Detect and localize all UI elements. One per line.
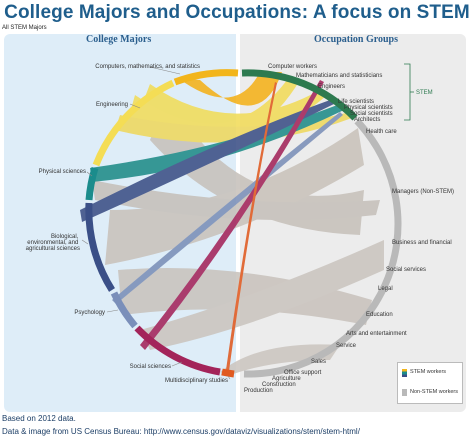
filter-label[interactable]: All STEM Majors xyxy=(2,25,47,31)
label-occ-service[interactable]: Service xyxy=(336,343,357,349)
label-bio-2: environmental, and xyxy=(27,240,78,246)
label-bio[interactable]: Biological, environmental, and agricultu… xyxy=(26,234,80,252)
ribbon-physical-physical[interactable] xyxy=(90,104,344,182)
legend-nonstem-label: Non-STEM workers xyxy=(410,389,458,395)
label-occ-agriculture[interactable]: Agriculture xyxy=(272,376,301,382)
label-occ-socialservices[interactable]: Social services xyxy=(386,267,426,273)
stem-bracket xyxy=(404,63,414,121)
label-bio-1: Biological, xyxy=(51,234,79,240)
label-physical[interactable]: Physical sciences xyxy=(39,169,86,175)
nonstem-swatch xyxy=(402,389,407,396)
label-psych[interactable]: Psychology xyxy=(74,310,105,316)
label-occ-office[interactable]: Office support xyxy=(284,370,322,376)
ribbon-multi-stem[interactable] xyxy=(226,82,277,371)
arc-nonstem-occupations[interactable] xyxy=(243,118,402,378)
label-occ-production[interactable]: Production xyxy=(244,388,273,394)
stem-bracket-label: STEM xyxy=(416,90,433,96)
footer-line-2[interactable]: Data & image from US Census Bureau: http… xyxy=(2,427,360,436)
occupation-arcs xyxy=(241,69,402,378)
label-computers[interactable]: Computers, mathematics, and statistics xyxy=(95,64,200,70)
page-title: College Majors and Occupations: A focus … xyxy=(4,2,470,23)
arc-physical[interactable] xyxy=(85,166,99,201)
label-multi[interactable]: Multidisciplinary studies xyxy=(165,378,228,384)
arc-multi[interactable] xyxy=(221,368,235,378)
label-bio-3: agricultural sciences xyxy=(26,246,80,252)
label-social[interactable]: Social sciences xyxy=(130,364,171,370)
legend-stem-label: STEM workers xyxy=(410,369,447,375)
label-occ-sales[interactable]: Sales xyxy=(311,359,326,365)
occupation-labels: Computer workers Mathematicians and stat… xyxy=(244,64,454,394)
label-occ-computer[interactable]: Computer workers xyxy=(268,64,317,70)
ribbon-social-business[interactable] xyxy=(140,240,384,350)
ribbon-psych-education[interactable] xyxy=(118,268,372,325)
arc-computers[interactable] xyxy=(173,69,239,86)
ribbon-engineering-managers[interactable] xyxy=(150,96,364,235)
college-majors-title: College Majors xyxy=(86,34,152,45)
label-occ-education[interactable]: Education xyxy=(366,312,393,318)
label-occ-architects[interactable]: Architects xyxy=(354,117,380,123)
footer-line-1: Based on 2012 data. xyxy=(2,414,76,423)
arc-stem-occupations[interactable] xyxy=(241,69,358,121)
ribbon-psych-social[interactable] xyxy=(112,112,343,304)
label-occ-construction[interactable]: Construction xyxy=(262,382,296,388)
arc-bio[interactable] xyxy=(85,202,115,292)
ribbons xyxy=(80,72,384,376)
major-arcs xyxy=(85,69,239,378)
legend: STEM workers Non-STEM workers xyxy=(397,362,463,404)
label-occ-social[interactable]: Social scientists xyxy=(350,111,393,117)
label-occ-managers[interactable]: Managers (Non-STEM) xyxy=(392,189,454,195)
label-occ-math[interactable]: Mathematicians and statisticians xyxy=(296,73,382,79)
major-labels: Computers, mathematics, and statistics E… xyxy=(26,64,228,384)
label-occ-arts[interactable]: Arts and entertainment xyxy=(346,331,407,337)
label-occ-business[interactable]: Business and financial xyxy=(392,240,452,246)
ribbon-social-social[interactable] xyxy=(140,80,324,350)
ribbon-multi-service[interactable] xyxy=(220,344,340,376)
arc-social[interactable] xyxy=(134,325,221,376)
arc-psych[interactable] xyxy=(110,291,138,329)
ribbon-bio-health[interactable] xyxy=(105,128,364,265)
label-engineering[interactable]: Engineering xyxy=(96,102,128,108)
major-ticks xyxy=(81,66,231,380)
label-occ-life[interactable]: Life scientists xyxy=(338,99,374,105)
arc-engineering[interactable] xyxy=(92,79,175,167)
label-occ-legal[interactable]: Legal xyxy=(378,286,393,292)
label-occ-engineers[interactable]: Engineers xyxy=(318,84,345,90)
stem-swatch xyxy=(402,369,407,377)
label-occ-physical[interactable]: Physical scientists xyxy=(344,105,393,111)
occupation-groups-title: Occupation Groups xyxy=(314,34,398,45)
label-occ-health[interactable]: Health care xyxy=(366,129,397,135)
ribbon-computers-computer[interactable] xyxy=(178,72,282,106)
ribbon-bio-life[interactable] xyxy=(80,100,334,222)
